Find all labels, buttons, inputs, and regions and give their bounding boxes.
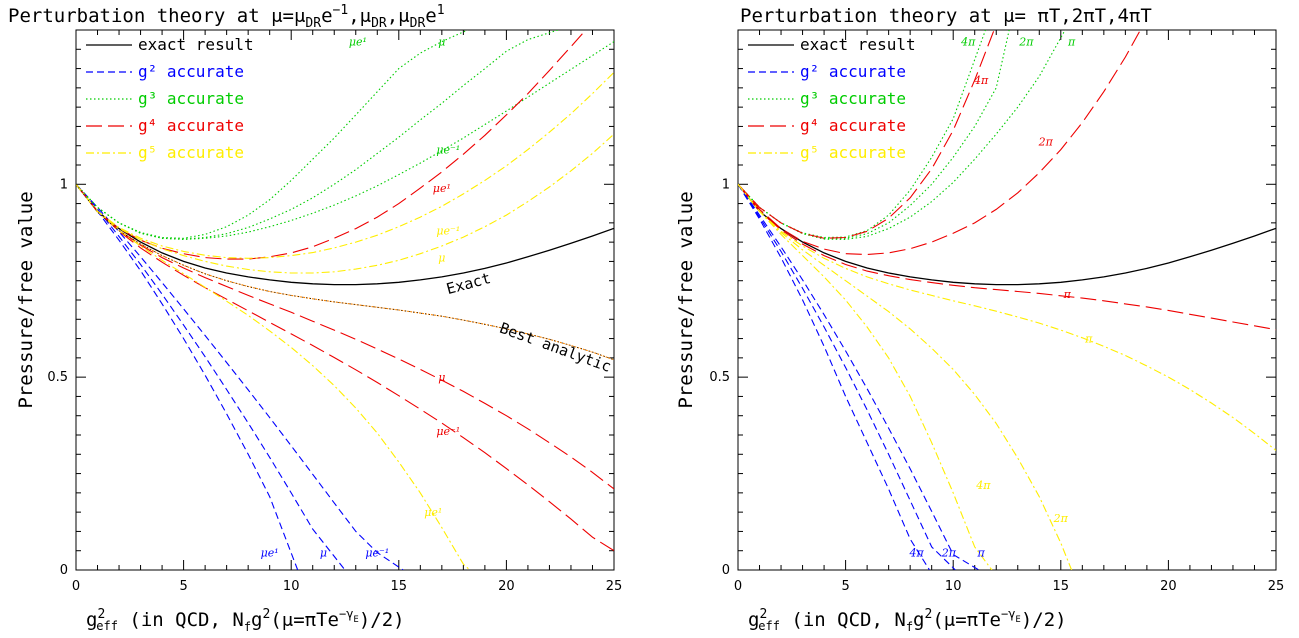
x-tick-label: 20 xyxy=(498,579,515,594)
left-axes: 0 5 10 15 20 25 0 0.5 1 xyxy=(47,29,623,594)
curve-label-g3: π xyxy=(1067,35,1076,48)
right-curves xyxy=(738,30,1276,570)
y-tick-label: 1 xyxy=(60,177,68,192)
right-title: Perturbation theory at μ= πT,2πT,4πT xyxy=(740,5,1152,27)
curve-g2-μe⁻¹ xyxy=(76,183,404,570)
x-tick-label: 0 xyxy=(734,579,742,594)
curve-exact-exact result xyxy=(76,183,614,286)
x-tick-label: 20 xyxy=(1160,579,1177,594)
legend-entry-g4: g⁴ accurate xyxy=(800,116,906,135)
curve-label-g4: μe¹ xyxy=(433,182,451,195)
annotation-exact: Exact xyxy=(444,269,492,298)
y-tick-label: 0.5 xyxy=(709,370,730,385)
curve-best xyxy=(76,183,614,361)
curve-label-g5: π xyxy=(1084,332,1093,345)
y-tick-label: 0 xyxy=(722,563,730,578)
curve-g3-μe¹ xyxy=(76,30,468,239)
curve-label-g4: π xyxy=(1063,288,1072,301)
plot-frame xyxy=(737,29,1277,571)
x-tick-label: 5 xyxy=(841,579,849,594)
left-title: Perturbation theory at μ=μDRe−1,μDR,μDRe… xyxy=(8,3,445,31)
curve-g2-4π xyxy=(738,184,930,570)
curve-g5-4π xyxy=(738,183,993,570)
curve-label-g5: μe¹ xyxy=(424,506,442,519)
right-curve-labels: 4π 2π π 4π 2π π π 4π 2π 4π 2π π xyxy=(908,35,1093,559)
legend-entry-g2: g² accurate xyxy=(800,62,906,81)
curve-exact-exact result xyxy=(738,183,1276,286)
curve-label-g3: 4π xyxy=(960,35,976,48)
curve-g4-μ xyxy=(76,183,614,490)
x-tick-label: 0 xyxy=(72,579,80,594)
legend-entry-g2: g² accurate xyxy=(138,62,244,81)
x-tick-label: 5 xyxy=(179,579,187,594)
legend-entry-g5: g⁵ accurate xyxy=(800,143,906,162)
right-legend: exact result g² accurate g³ accurate g⁴ acc… xyxy=(748,35,916,162)
left-panel: Perturbation theory at μ=μDRe−1,μDR,μDRe… xyxy=(8,3,623,634)
curve-label-g2: μe⁻¹ xyxy=(365,547,389,560)
curve-label-g5: 4π xyxy=(975,479,991,492)
curve-label-g4: 2π xyxy=(1038,136,1054,149)
curve-g5-π xyxy=(738,183,1276,451)
x-tick-label: 25 xyxy=(606,579,623,594)
y-tick-label: 0 xyxy=(60,563,68,578)
x-tick-label: 15 xyxy=(1053,579,1070,594)
curve-g5-2π xyxy=(738,183,1073,570)
curve-label-g5: μ xyxy=(438,251,445,264)
curve-g4-π xyxy=(738,183,1276,331)
curve-g2-μe¹ xyxy=(76,183,299,570)
curve-g3-μe⁻¹ xyxy=(76,41,614,240)
curve-g5-μ xyxy=(76,133,614,274)
left-curves xyxy=(76,30,614,570)
legend-entry-exact: exact result xyxy=(800,35,916,54)
right-y-axis-label: Pressure/free value xyxy=(675,191,697,408)
x-tick-label: 25 xyxy=(1268,579,1285,594)
curve-label-g2: μe¹ xyxy=(261,547,279,560)
left-x-axis-label: g2 eff (in QCD, Nfg2(μ=πTe−γE)/2) xyxy=(86,607,405,634)
legend-entry-g5: g⁵ accurate xyxy=(138,143,244,162)
x-tick-label: 10 xyxy=(945,579,962,594)
curve-g2-μ xyxy=(76,183,346,570)
curve-g4-μe⁻¹ xyxy=(76,183,614,552)
curve-g5-μe¹ xyxy=(76,183,471,570)
left-y-axis-label: Pressure/free value xyxy=(15,191,37,408)
curve-label-g4: μe⁻¹ xyxy=(436,425,460,438)
curve-label-g4: μ xyxy=(438,371,445,384)
curve-label-g2: π xyxy=(977,547,986,560)
curve-label-g4: 4π xyxy=(973,74,989,87)
curve-label-g3: μe¹ xyxy=(349,35,367,48)
curve-label-g5: μe⁻¹ xyxy=(436,224,460,237)
y-tick-label: 1 xyxy=(722,177,730,192)
curve-g3-π xyxy=(738,30,1066,240)
curve-label-g3: μ xyxy=(438,35,445,48)
curve-label-g5: 2π xyxy=(1053,512,1069,525)
left-curve-labels: μe¹ μ μe⁻¹ μe¹ μe⁻¹ μ μ μe⁻¹ μe¹ μe¹ μ μe⁻¹ ExactBes… xyxy=(261,35,614,559)
legend-entry-g3: g³ accurate xyxy=(138,89,244,108)
curve-g4-μe¹ xyxy=(76,30,587,260)
legend-entry-g4: g⁴ accurate xyxy=(138,116,244,135)
legend-entry-exact: exact result xyxy=(138,35,254,54)
right-axes: 0 5 10 15 20 25 0 0.5 1 xyxy=(709,29,1285,594)
curve-label-g2: 4π xyxy=(908,547,924,560)
legend-entry-g3: g³ accurate xyxy=(800,89,906,108)
right-x-axis-label: g2 eff (in QCD, Nfg2(μ=πTe−γE)/2) xyxy=(748,607,1067,634)
curve-g2-2π xyxy=(738,183,956,570)
left-legend: exact result g² accurate g³ accurate g⁴ acc… xyxy=(86,35,254,162)
curve-g4-2π xyxy=(738,30,1141,256)
curve-label-g2: 2π xyxy=(941,547,957,560)
right-panel: Perturbation theory at μ= πT,2πT,4πT 0 5 1… xyxy=(675,5,1284,634)
curve-label-g3: 2π xyxy=(1018,35,1034,48)
x-tick-label: 10 xyxy=(283,579,300,594)
curve-label-g3: μe⁻¹ xyxy=(436,143,460,156)
curve-g5-μe⁻¹ xyxy=(76,72,614,259)
y-tick-label: 0.5 xyxy=(47,370,68,385)
annotation-best-analytic: Best analytic xyxy=(497,319,613,376)
x-tick-label: 15 xyxy=(391,579,408,594)
curve-g2-π xyxy=(738,183,980,570)
curve-label-g2: μ xyxy=(320,547,327,560)
curve-g4-4π xyxy=(738,30,995,239)
